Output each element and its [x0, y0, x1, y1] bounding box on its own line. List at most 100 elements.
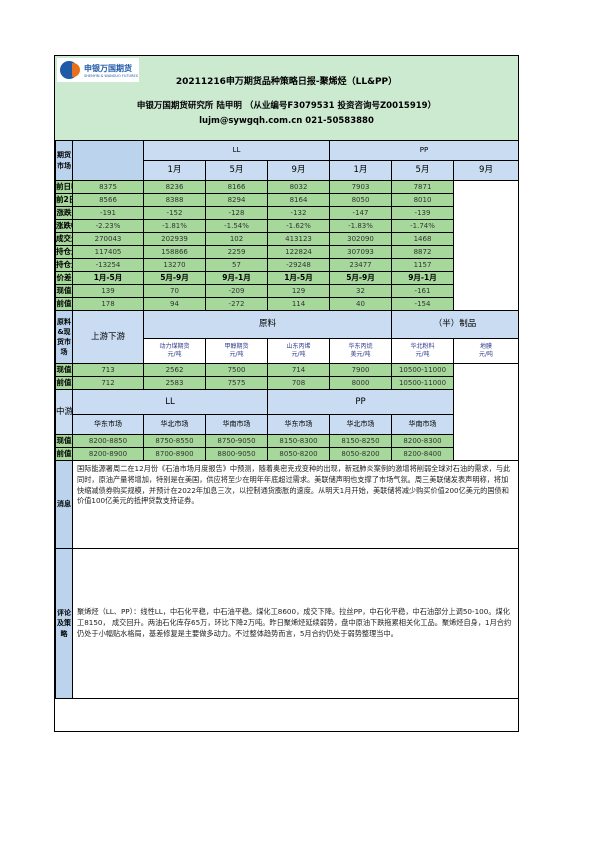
futures-row-label: 持仓量: [55, 245, 73, 259]
spot-item-unit: 元/吨: [291, 351, 306, 358]
futures-row-cell: -128: [205, 206, 268, 220]
market-header: 华南市场: [205, 414, 268, 435]
report-title: 20211216申万期货品种策略日报-聚烯烃（LL&PP）: [175, 77, 398, 87]
spot-row-label: 前值: [55, 376, 73, 390]
markets-row: 华东市场 华北市场 华南市场 华东市场 华北市场 华南市场: [56, 414, 519, 435]
mid-row-cell: 8050-8200: [329, 447, 392, 461]
futures-row-label: 涨跌: [55, 206, 73, 220]
spot-row-cell: 713: [72, 363, 144, 377]
futures-row-cell: 8032: [267, 180, 330, 194]
spread-header-row: 价差 1月-5月 5月-9月 9月-1月 1月-5月 5月-9月 9月-1月: [55, 271, 519, 285]
futures-row-cell: 8010: [391, 193, 454, 207]
news-side-label: 消息: [55, 460, 73, 549]
spot-item-unit: 元/吨: [415, 351, 430, 358]
futures-row-cell: 122824: [267, 245, 330, 259]
mid-row-cell: 8800-9050: [205, 447, 268, 461]
mid-rows: 现值 8200-8850 8750-8550 8750-9050 8150-8300 81…: [55, 434, 519, 461]
spot-row-cell: 8000: [329, 376, 392, 390]
report-header: 申银万国期货 SHENYIN & WANGUO FUTURES 20211216…: [55, 56, 518, 140]
futures-row-cell: 1157: [391, 258, 454, 272]
futures-row: 前2日收盘价856683888294816480508010: [55, 193, 519, 207]
spot-row: 前值 712 2583 7575 708 8000 10500-11000: [55, 376, 519, 390]
futures-row-cell: 413123: [267, 232, 330, 246]
mid-group-ll: LL: [72, 389, 268, 415]
futures-row-cell: 8872: [391, 245, 454, 259]
logo-en-text: SHENYIN & WANGUO FUTURES: [84, 73, 138, 78]
spot-items-row: 动力煤期货 元/吨 甲醇期货 元/吨 山东丙烯 元/吨 华东丙烷 美元/吨 华北粉料 元/吨 地膜元…: [56, 338, 520, 364]
news-text: 国际能源署周二在12月份《石油市场月度报告》中预测，随着奥密克戎变种的出现，新冠…: [71, 460, 520, 549]
month-header: 5月: [391, 160, 454, 181]
mid-row-cell: 8200-8900: [72, 447, 144, 461]
spread-row-cell: 114: [267, 297, 330, 311]
futures-row-label: 成交量: [55, 232, 73, 246]
futures-row-cell: -13254: [72, 258, 144, 272]
futures-row-cell: 7871: [391, 180, 454, 194]
futures-row-cell: 13270: [143, 258, 206, 272]
futures-row-cell: 8164: [267, 193, 330, 207]
spread-header-cell: 9月-1月: [205, 271, 268, 285]
futures-row-cell: -1.83%: [329, 219, 392, 233]
market-header: 华东市场: [72, 414, 144, 435]
futures-row-cell: 8166: [205, 180, 268, 194]
futures-row-cell: 302090: [329, 232, 392, 246]
futures-row: 成交量2700432029391024131233020901468: [55, 232, 519, 246]
spot-item-header: 华北粉料 元/吨: [391, 338, 454, 364]
mid-row-cell: 8150-8300: [267, 434, 330, 448]
spot-row-cell: 2562: [143, 363, 206, 377]
futures-row-cell: 270043: [72, 232, 144, 246]
spot-row-cell: 2583: [143, 376, 206, 390]
futures-row-cell: 158866: [143, 245, 206, 259]
futures-row-cell: 8236: [143, 180, 206, 194]
spread-row-cell: 94: [143, 297, 206, 311]
futures-row-cell: -191: [72, 206, 144, 220]
spread-header-cell: 1月-5月: [72, 271, 144, 285]
spot-row: 现值 713 2562 7500 714 7900 10500-11000: [55, 363, 519, 377]
spot-item-header: 甲醇期货 元/吨: [205, 338, 268, 364]
futures-row-cell: -152: [143, 206, 206, 220]
futures-row-cell: 8050: [329, 193, 392, 207]
comment-text: 聚烯烃（LL、PP）：线性LL，中石化平稳，中石油平稳。煤化工8600，成交下降…: [71, 548, 520, 699]
futures-row-cell: 202939: [143, 232, 206, 246]
spot-item-name: 华东丙烷: [348, 343, 373, 351]
spot-row-cell: 708: [267, 376, 330, 390]
spot-row-label: 现值: [55, 363, 73, 377]
logo-mark-icon: [60, 61, 80, 79]
month-header: 1月: [329, 160, 392, 181]
comment-side-label: 评论及策略: [55, 548, 73, 699]
mid-row-cell: 8200-8400: [391, 447, 454, 461]
futures-row-cell: -147: [329, 206, 392, 220]
market-header: 华北市场: [329, 414, 392, 435]
market-header: 华北市场: [143, 414, 206, 435]
futures-row-label: 前2日收盘价: [55, 193, 73, 207]
spread-row-cell: -161: [391, 284, 454, 298]
market-header: 华南市场: [391, 414, 454, 435]
futures-row-cell: 117405: [72, 245, 144, 259]
spread-header-label: 价差: [55, 271, 73, 285]
spot-item-name: 地膜: [480, 343, 493, 351]
spot-row-cell: 712: [72, 376, 144, 390]
futures-row-cell: 8566: [72, 193, 144, 207]
futures-row: 涨跌幅-2.23%-1.81%-1.54%-1.62%-1.83%-1.74%: [55, 219, 519, 233]
spot-row-cell: 10500-11000: [391, 376, 454, 390]
spread-header-cell: 5月-9月: [329, 271, 392, 285]
spot-item-name: 动力煤期货: [159, 343, 190, 351]
spread-row-cell: 32: [329, 284, 392, 298]
spot-item-unit: 元/吨: [479, 351, 494, 358]
spot-row-cell: 10500-11000: [391, 363, 454, 377]
spread-row-label: 前值: [55, 297, 73, 311]
logo-cn-text: 申银万国期货: [84, 63, 132, 73]
spread-row-label: 现值: [55, 284, 73, 298]
mid-row-cell: 8050-8200: [267, 447, 330, 461]
spread-row-cell: 139: [72, 284, 144, 298]
futures-row-cell: 7903: [329, 180, 392, 194]
futures-row-cell: 1468: [391, 232, 454, 246]
upstream-label: 上游下游: [72, 310, 144, 364]
futures-row-cell: -1.74%: [391, 219, 454, 233]
company-logo: 申银万国期货 SHENYIN & WANGUO FUTURES: [57, 58, 139, 82]
spread-row-cell: 178: [72, 297, 144, 311]
raw-material-label: 原料: [143, 310, 392, 339]
spread-rows: 现值 139 70 -209 129 32 -161 前值 178 94 -272 114 40 -154: [55, 284, 519, 311]
spot-item-header: 华东丙烷 美元/吨: [329, 338, 392, 364]
mid-group-pp: PP: [267, 389, 454, 415]
futures-row-cell: 8375: [72, 180, 144, 194]
